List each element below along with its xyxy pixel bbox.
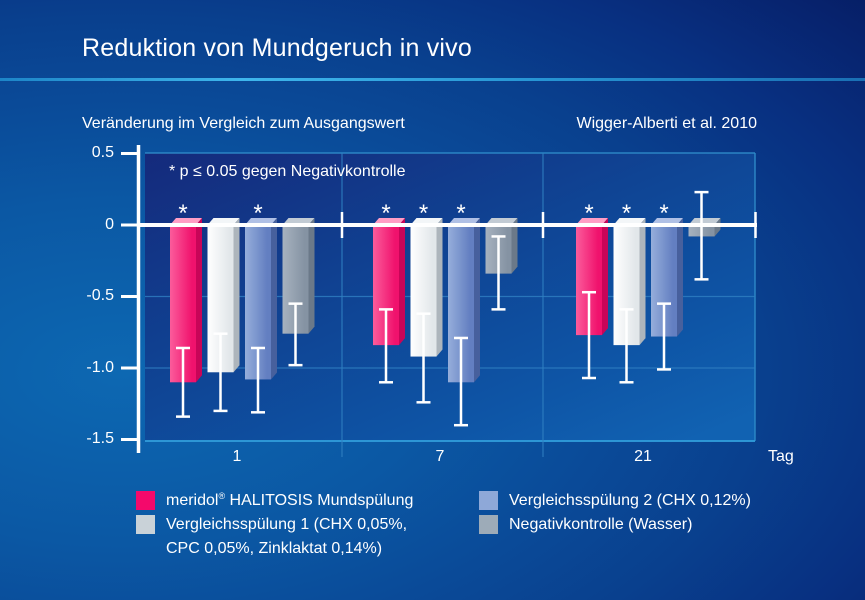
bar-side-negativkontrolle-tag-7 <box>511 218 518 274</box>
bar-side-vergleichsspuelung-1-tag-1 <box>233 218 240 373</box>
legend-swatch-vergleichsspuelung-2 <box>479 491 498 510</box>
legend-item-vergleichsspuelung-1: Vergleichsspülung 1 (CHX 0,05%, CPC 0,05… <box>136 513 407 561</box>
y-axis-title: Veränderung im Vergleich zum Ausgangswer… <box>82 115 405 132</box>
significance-asterisk-meridol-tag-21: * <box>584 200 593 227</box>
y-tick-label-3: -1.0 <box>86 359 114 376</box>
title-divider <box>0 78 865 81</box>
significance-asterisk-meridol-tag-1: * <box>178 200 187 227</box>
legend-swatch-negativkontrolle <box>479 515 498 534</box>
source-citation: Wigger-Alberti et al. 2010 <box>576 115 757 132</box>
significance-asterisk-meridol-tag-7: * <box>381 200 390 227</box>
legend-item-negativkontrolle: Negativkontrolle (Wasser) <box>479 513 692 537</box>
bar-side-meridol-tag-7 <box>399 218 405 346</box>
bar-side-negativkontrolle-tag-1 <box>308 218 315 334</box>
significance-asterisk-vergleichsspuelung-1-tag-7: * <box>419 200 428 227</box>
bar-side-vergleichsspuelung-1-tag-21 <box>639 218 646 346</box>
bar-side-negativkontrolle-tag-21 <box>714 218 721 237</box>
legend-label-vergleichsspuelung-1: Vergleichsspülung 1 (CHX 0,05%, CPC 0,05… <box>166 516 408 557</box>
significance-asterisk-vergleichsspuelung-2-tag-7: * <box>456 200 465 227</box>
legend-label-negativkontrolle: Negativkontrolle (Wasser) <box>509 516 693 533</box>
legend-swatch-meridol <box>136 491 155 510</box>
legend-item-meridol: meridol® HALITOSIS Mundspülung <box>136 489 413 514</box>
y-tick-label-0: 0.5 <box>91 144 114 161</box>
y-tick-label-1: 0 <box>105 216 114 233</box>
x-tick-label-tag-21: 21 <box>634 448 652 465</box>
significance-asterisk-vergleichsspuelung-1-tag-21: * <box>622 200 631 227</box>
significance-asterisk-vergleichsspuelung-2-tag-1: * <box>253 200 262 227</box>
x-tick-label-tag-1: 1 <box>232 448 242 465</box>
page-title: Reduktion von Mundgeruch in vivo <box>82 34 472 62</box>
bar-side-vergleichsspuelung-2-tag-1 <box>271 218 277 380</box>
legend-item-vergleichsspuelung-2: Vergleichsspülung 2 (CHX 0,12%) <box>479 489 751 513</box>
x-axis-label: Tag <box>768 448 794 465</box>
x-tick-label-tag-7: 7 <box>435 448 445 465</box>
bar-side-meridol-tag-21 <box>602 218 608 336</box>
significance-asterisk-vergleichsspuelung-2-tag-21: * <box>659 200 668 227</box>
bar-side-vergleichsspuelung-2-tag-21 <box>677 218 683 337</box>
significance-note: * p ≤ 0.05 gegen Negativkontrolle <box>169 163 406 180</box>
registered-mark: ® <box>218 491 226 501</box>
legend-swatch-vergleichsspuelung-1 <box>136 515 155 534</box>
bar-side-vergleichsspuelung-2-tag-7 <box>474 218 480 383</box>
bar-side-meridol-tag-1 <box>196 218 202 383</box>
y-tick-label-2: -0.5 <box>86 287 114 304</box>
legend-label-meridol: meridol® HALITOSIS Mundspülung <box>166 491 414 509</box>
bar-side-vergleichsspuelung-1-tag-7 <box>436 218 443 357</box>
y-tick-label-4: -1.5 <box>86 430 114 447</box>
legend-label-vergleichsspuelung-2: Vergleichsspülung 2 (CHX 0,12%) <box>509 492 751 509</box>
